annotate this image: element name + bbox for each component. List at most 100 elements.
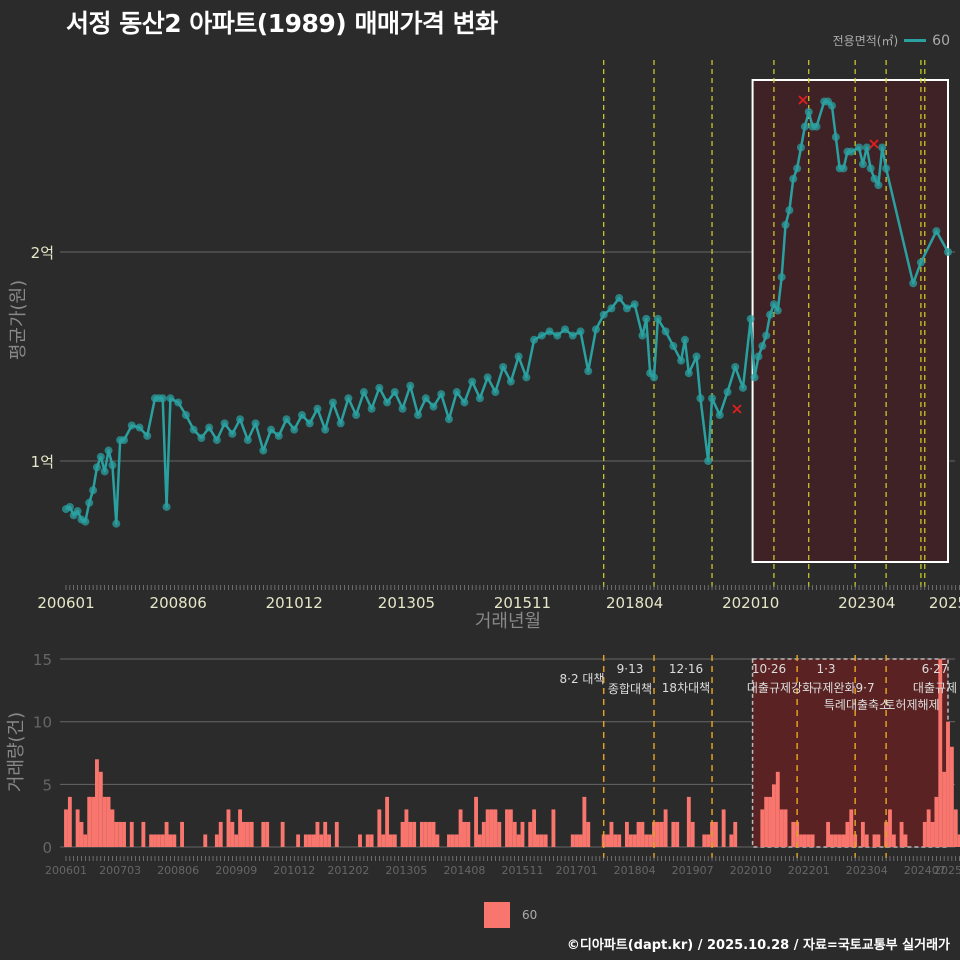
volume-bar [462,821,467,847]
volume-bar [659,821,664,847]
policy-annotation: 18차대책 [662,680,710,695]
volume-bar [826,821,831,847]
price-point [746,314,755,323]
price-point [282,415,291,424]
volume-bar [830,834,834,847]
price-point [166,394,175,403]
volume-bar [265,821,270,847]
y-tick-label: 5 [42,776,52,794]
volume-bar [791,821,796,847]
price-point [944,248,952,256]
volume-bar [713,821,718,847]
x-tick-label: 202201 [788,864,830,877]
x-tick-label: 201012 [273,864,315,877]
x-tick-label: 201305 [385,864,427,877]
price-point [375,383,384,392]
volume-bar [764,796,769,847]
volume-bar [168,834,173,847]
price-point [398,404,407,413]
volume-bar [551,809,556,847]
price-point [359,388,368,397]
price-point [444,415,453,424]
price-point [862,143,871,152]
volume-bar [230,821,235,847]
volume-bar [466,821,471,847]
price-point [793,164,802,173]
price-point [174,398,183,407]
price-point [653,314,662,323]
price-point [758,342,767,351]
volume-bar [400,821,405,847]
price-point [831,133,840,142]
price-point [305,419,314,428]
price-point [483,373,492,382]
volume-bar [303,834,308,847]
y-tick-label: 1억 [31,453,54,471]
legend-bar-value: 60 [522,908,538,922]
price-point [827,101,836,110]
volume-bar [733,821,738,847]
price-point [127,421,136,430]
price-point [696,394,705,403]
volume-bar [83,834,88,847]
price-point [328,398,337,407]
volume-bar [172,834,177,847]
x-tick-label: 201511 [501,864,543,877]
price-point [866,164,875,173]
price-point [344,394,353,403]
price-point [750,373,759,382]
x-tick-label: 201907 [672,864,714,877]
price-point [267,425,276,434]
price-point [236,415,245,424]
volume-bar [435,834,440,847]
volume-bar [605,834,610,847]
y-tick-label: 15 [33,651,52,669]
price-point [162,502,171,511]
volume-bar [419,821,424,847]
price-point [630,300,639,309]
volume-bar [377,809,382,847]
volume-bar [930,821,935,847]
price-point [638,331,647,340]
legend-value: 60 [932,32,950,49]
volume-bar [729,834,734,847]
volume-bar [775,771,780,847]
price-point [181,411,190,420]
x-tick-label: 200909 [215,864,257,877]
volume-bar [938,659,943,847]
volume-bar [779,809,784,847]
volume-bar [934,796,939,847]
price-point [81,517,90,526]
x-tick-label: 201305 [378,594,435,612]
volume-bar [149,834,154,847]
volume-bar [644,834,649,847]
volume-bar [160,834,165,847]
volume-bar [296,834,301,847]
volume-bar [663,809,668,847]
price-point [243,436,252,445]
extreme-marker-icon [869,139,879,149]
extreme-marker-icon [798,95,808,105]
y-axis-title: 평균가(원) [8,280,29,360]
x-tick-label: 202304 [838,594,895,612]
x-tick-label: 201804 [614,864,656,877]
x-tick-label: 201012 [266,594,323,612]
volume-bar [946,721,950,847]
price-point [766,310,775,319]
volume-bar [427,821,432,847]
price-point [100,467,109,476]
volume-bar [516,834,521,847]
price-point [704,457,713,465]
price-point [812,122,821,131]
volume-bar [532,809,537,847]
price-point [437,390,446,399]
volume-bar [385,796,390,847]
volume-bar [110,809,115,847]
volume-bar [760,809,765,847]
volume-bar [528,821,533,847]
legend-title: 전용면적(㎡) [832,34,899,48]
price-point [677,356,686,365]
volume-bar [949,746,954,847]
policy-annotation: 토허제해제 [884,698,939,712]
price-point [112,519,121,528]
